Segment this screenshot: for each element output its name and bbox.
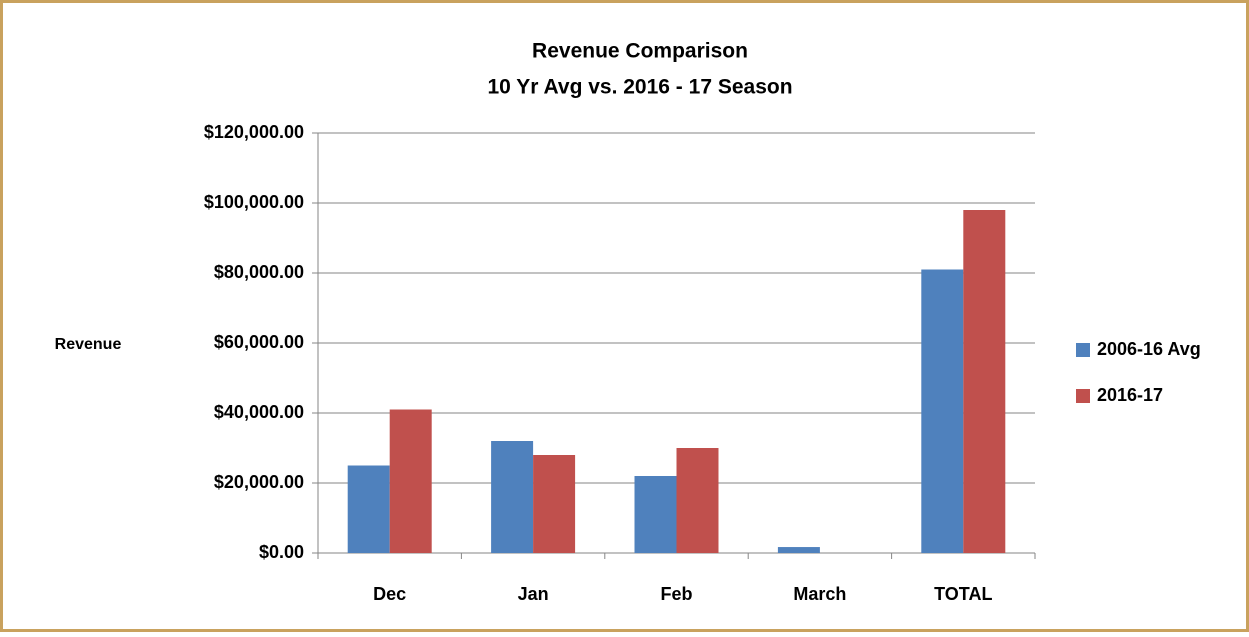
legend-label: 2016-17 [1097,385,1163,405]
y-tick-label: $60,000.00 [214,332,304,352]
chart-title: Revenue Comparison [532,40,748,63]
legend-swatch [1076,389,1090,403]
bar [347,465,390,553]
chart-subtitle: 10 Yr Avg vs. 2016 - 17 Season [487,76,792,99]
bar [676,448,719,553]
x-tick-label: March [793,584,846,604]
bar [777,547,820,553]
x-tick-label: TOTAL [934,584,992,604]
bar [491,441,534,553]
bar [921,269,964,553]
x-tick-label: Dec [373,584,406,604]
bar [634,476,677,553]
bar [533,455,576,553]
y-axis-label: Revenue [55,336,122,353]
y-tick-label: $0.00 [259,542,304,562]
bar [963,210,1006,553]
x-tick-label: Jan [518,584,549,604]
bar [389,409,432,553]
y-tick-label: $80,000.00 [214,262,304,282]
x-tick-label: Feb [660,584,692,604]
y-tick-label: $120,000.00 [204,122,304,142]
y-tick-label: $40,000.00 [214,402,304,422]
legend-label: 2006-16 Avg [1097,339,1201,359]
y-tick-label: $100,000.00 [204,192,304,212]
legend-swatch [1076,343,1090,357]
y-tick-label: $20,000.00 [214,472,304,492]
